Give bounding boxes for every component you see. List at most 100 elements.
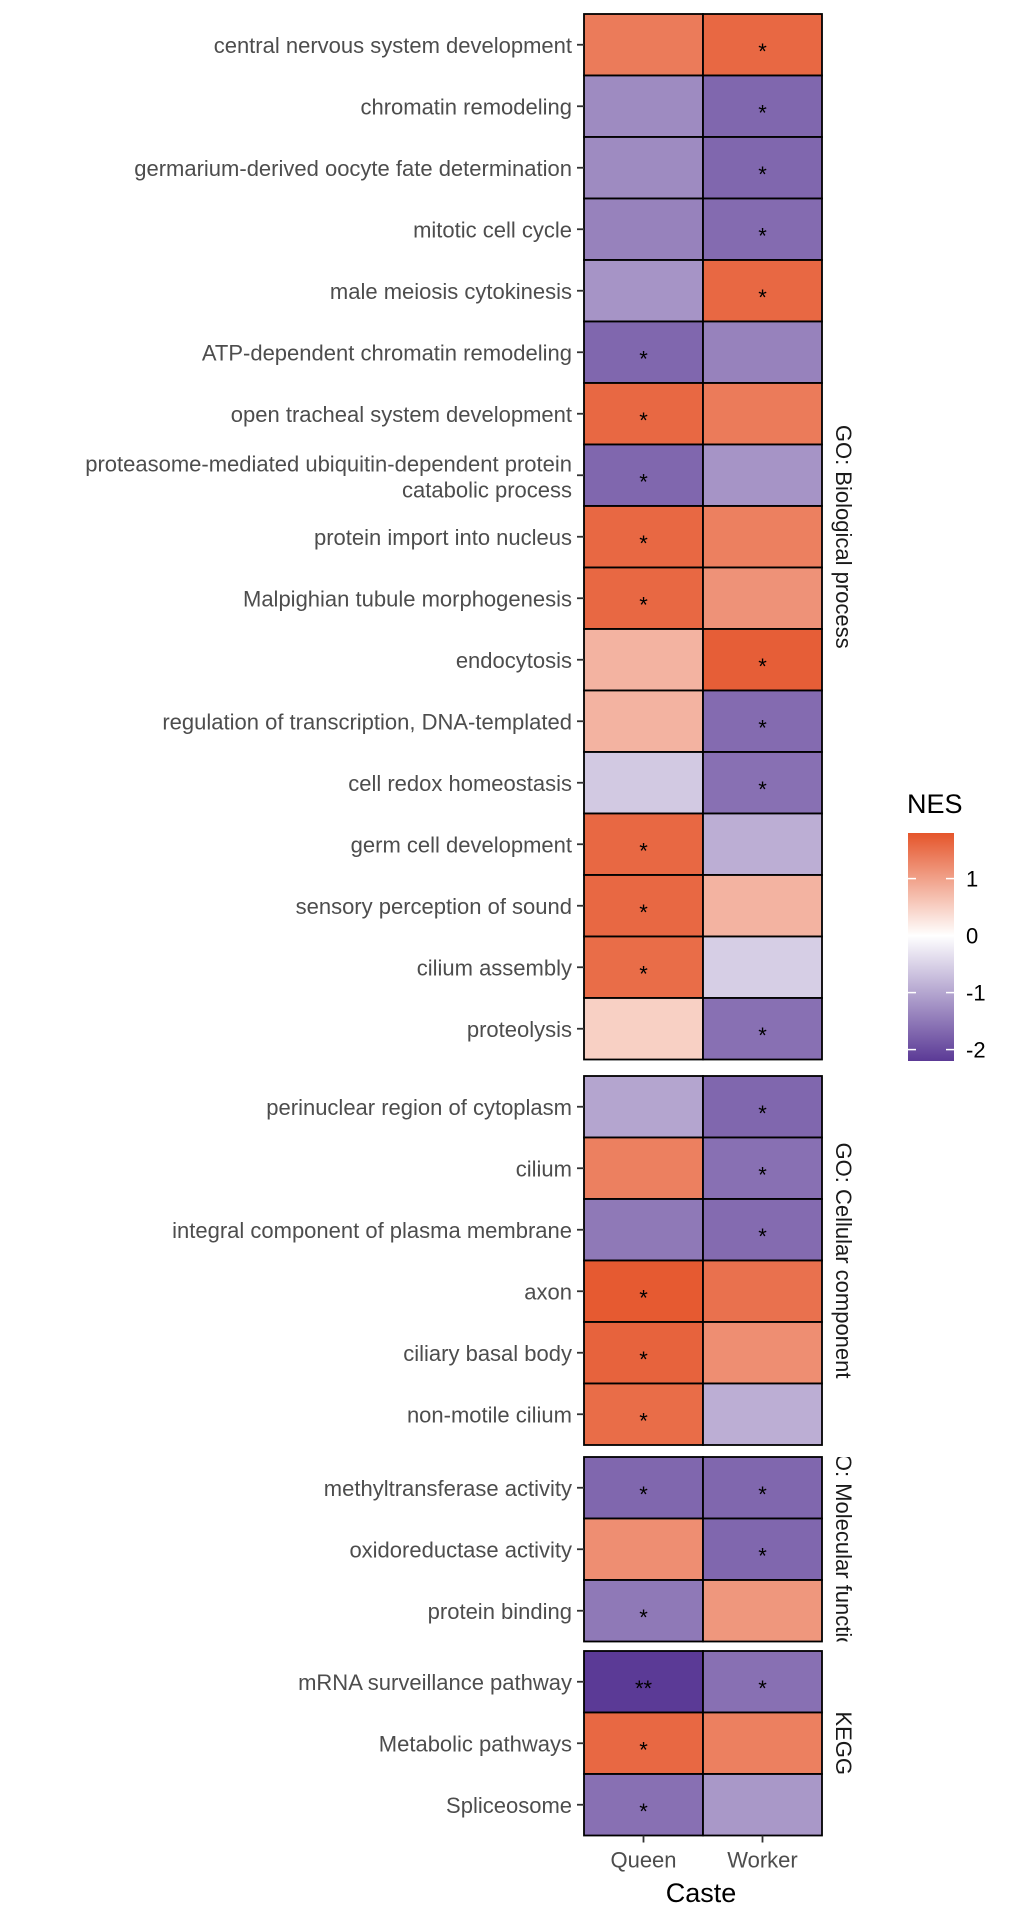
row-label: chromatin remodeling bbox=[360, 94, 572, 119]
heatmap-panels: * central nervous system development * chro… bbox=[85, 13, 856, 1837]
significance-mark: * bbox=[639, 961, 648, 986]
heatmap-cell bbox=[702, 74, 823, 138]
heatmap-row: * cell redox homeostasis bbox=[348, 751, 823, 815]
heatmap-row: * germ cell development bbox=[351, 812, 823, 876]
heatmap-row: * Malpighian tubule morphogenesis bbox=[243, 566, 823, 630]
heatmap-row: * proteolysis bbox=[467, 997, 823, 1061]
heatmap-row: * cilium assembly bbox=[417, 935, 823, 999]
row-label: mitotic cell cycle bbox=[413, 217, 572, 242]
heatmap-row: * * methyltransferase activity bbox=[324, 1456, 823, 1520]
facet-strip-label: GO: Cellular component bbox=[831, 1143, 856, 1379]
legend-ticks: 1 0 -1 -2 bbox=[908, 867, 986, 1063]
heatmap-cell bbox=[702, 1382, 823, 1446]
heatmap-row: * sensory perception of sound bbox=[296, 874, 823, 938]
heatmap-row: * Metabolic pathways bbox=[379, 1711, 823, 1775]
legend-tick-label: -1 bbox=[966, 981, 986, 1006]
heatmap-cell bbox=[702, 1711, 823, 1775]
heatmap-cell bbox=[702, 812, 823, 876]
row-label: cilium assembly bbox=[417, 955, 572, 980]
row-label: Malpighian tubule morphogenesis bbox=[243, 586, 572, 611]
significance-mark: * bbox=[758, 777, 767, 802]
heatmap-row: * ciliary basal body bbox=[403, 1321, 823, 1385]
x-tick-label: Worker bbox=[727, 1848, 798, 1873]
heatmap-cell bbox=[702, 566, 823, 630]
heatmap-cell bbox=[702, 1198, 823, 1262]
row-label: endocytosis bbox=[456, 648, 572, 673]
heatmap-row: * protein binding bbox=[428, 1579, 823, 1643]
significance-mark: * bbox=[639, 1408, 648, 1433]
row-label: open tracheal system development bbox=[231, 402, 572, 427]
heatmap-cell bbox=[583, 1321, 704, 1385]
heatmap-row: * perinuclear region of cytoplasm bbox=[266, 1075, 823, 1139]
significance-mark: * bbox=[758, 223, 767, 248]
x-tick-label: Queen bbox=[610, 1848, 676, 1873]
heatmap-row: * protein import into nucleus bbox=[314, 505, 823, 569]
heatmap-cell bbox=[702, 935, 823, 999]
heatmap-cell bbox=[583, 1517, 704, 1581]
significance-mark: * bbox=[639, 1347, 648, 1372]
heatmap-cell bbox=[702, 1456, 823, 1520]
heatmap-row: * Spliceosome bbox=[446, 1773, 823, 1837]
row-label: non-motile cilium bbox=[407, 1402, 572, 1427]
heatmap-row: * open tracheal system development bbox=[231, 382, 823, 446]
heatmap-cell bbox=[702, 1579, 823, 1643]
row-label: regulation of transcription, DNA-templat… bbox=[162, 709, 572, 734]
legend-tick-label: 0 bbox=[966, 924, 978, 949]
facet-strip-label: KEGG bbox=[831, 1711, 856, 1775]
significance-mark: * bbox=[639, 408, 648, 433]
significance-mark: * bbox=[758, 162, 767, 187]
nes-legend: NES 1 0 -1 -2 bbox=[907, 789, 986, 1063]
row-label: proteasome-mediated ubiquitin-dependent … bbox=[85, 451, 572, 502]
heatmap-row: * regulation of transcription, DNA-templa… bbox=[162, 689, 823, 753]
legend-tick-label: 1 bbox=[966, 867, 978, 892]
heatmap-row: * male meiosis cytokinesis bbox=[330, 259, 823, 323]
heatmap-cell bbox=[583, 13, 704, 77]
significance-mark: * bbox=[758, 715, 767, 740]
heatmap-row: * integral component of plasma membrane bbox=[172, 1198, 823, 1262]
row-label: central nervous system development bbox=[214, 33, 572, 58]
heatmap-cell bbox=[702, 443, 823, 507]
significance-mark: ** bbox=[635, 1676, 653, 1701]
facet-panel: * central nervous system development * chro… bbox=[85, 13, 856, 1061]
significance-mark: * bbox=[639, 1482, 648, 1507]
significance-mark: * bbox=[639, 900, 648, 925]
facet-panel: * * methyltransferase activity * oxidoreduct… bbox=[324, 1456, 856, 1643]
heatmap-cell bbox=[583, 1711, 704, 1775]
heatmap-row: * central nervous system development bbox=[214, 13, 823, 77]
row-label: Metabolic pathways bbox=[379, 1731, 572, 1756]
heatmap-cell bbox=[702, 505, 823, 569]
row-label: sensory perception of sound bbox=[296, 894, 572, 919]
row-label: germ cell development bbox=[351, 832, 572, 857]
row-label: protein binding bbox=[428, 1599, 572, 1624]
row-label: axon bbox=[524, 1279, 572, 1304]
heatmap-row: * proteasome-mediated ubiquitin-dependent… bbox=[85, 443, 823, 507]
heatmap-cell bbox=[583, 74, 704, 138]
significance-mark: * bbox=[639, 1605, 648, 1630]
heatmap-cell bbox=[702, 874, 823, 938]
heatmap-cell bbox=[583, 197, 704, 261]
row-label: Spliceosome bbox=[446, 1793, 572, 1818]
row-label: oxidoreductase activity bbox=[349, 1537, 572, 1562]
heatmap-cell bbox=[583, 1198, 704, 1262]
significance-mark: * bbox=[758, 1224, 767, 1249]
heatmap-row: * axon bbox=[524, 1259, 823, 1323]
heatmap-row: * ATP-dependent chromatin remodeling bbox=[202, 320, 823, 384]
heatmap-cell bbox=[702, 997, 823, 1061]
heatmap-cell bbox=[702, 136, 823, 200]
significance-mark: * bbox=[639, 1285, 648, 1310]
facet-strip-label: GO: Biological process bbox=[831, 425, 856, 649]
row-label: ciliary basal body bbox=[403, 1341, 572, 1366]
significance-mark: * bbox=[758, 100, 767, 125]
heatmap-cell bbox=[702, 259, 823, 323]
row-label: cilium bbox=[516, 1156, 572, 1181]
heatmap-cell bbox=[583, 628, 704, 692]
heatmap-cell bbox=[702, 1321, 823, 1385]
row-label: male meiosis cytokinesis bbox=[330, 279, 572, 304]
row-label: methyltransferase activity bbox=[324, 1476, 572, 1501]
heatmap-cell bbox=[702, 1259, 823, 1323]
significance-mark: * bbox=[758, 654, 767, 679]
row-label: mRNA surveillance pathway bbox=[298, 1670, 572, 1695]
significance-mark: * bbox=[758, 1101, 767, 1126]
significance-mark: * bbox=[758, 1482, 767, 1507]
